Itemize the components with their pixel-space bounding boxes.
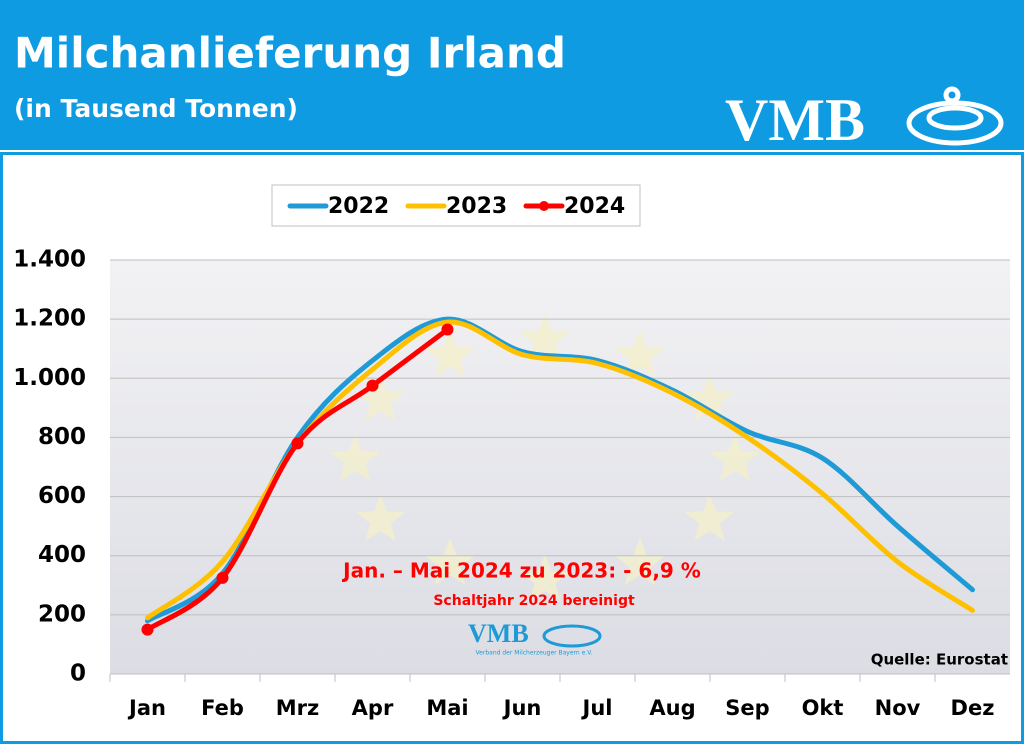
annotation: Jan. – Mai 2024 zu 2023: - 6,9 % (341, 559, 701, 583)
eu-stars (330, 314, 760, 601)
star (615, 537, 665, 585)
star (330, 434, 380, 481)
x-tick-label: Apr (352, 696, 394, 720)
star (520, 314, 570, 361)
star (615, 330, 665, 378)
x-tick-label: Jan (127, 696, 166, 720)
point (141, 623, 154, 636)
legend-marker (539, 201, 549, 211)
watermark-mark (542, 624, 602, 648)
x-tick-label: Mai (426, 696, 468, 720)
x-tick-label: Aug (649, 696, 695, 720)
title: Milchanlieferung Irland (14, 29, 566, 78)
x-tick-label: Jun (502, 696, 542, 720)
y-tick-label: 1.400 (13, 247, 86, 273)
point (441, 323, 454, 336)
legend-label: 2024 (564, 194, 625, 219)
star (520, 554, 570, 601)
star (355, 494, 406, 541)
star (355, 374, 406, 421)
watermark-logo: VMB (468, 619, 529, 648)
star (684, 494, 735, 541)
star (684, 374, 735, 421)
y-tick-label: 800 (38, 424, 86, 450)
star (425, 330, 475, 378)
legend-box (271, 184, 641, 227)
watermark-text: Verband der Milcherzeuger Bayern e.V. (476, 650, 593, 657)
point (216, 571, 229, 584)
x-tick-label: Nov (875, 696, 921, 720)
x-tick-label: Jul (581, 696, 613, 720)
legend-label: 2022 (328, 194, 389, 219)
x-tick-label: Mrz (276, 696, 319, 720)
y-tick-label: 400 (38, 542, 86, 568)
plot-area (110, 260, 1010, 674)
source: Quelle: Eurostat (871, 651, 1008, 669)
logo-mark (906, 86, 1004, 146)
star (710, 434, 760, 481)
x-tick-label: Okt (802, 696, 844, 720)
y-tick-label: 1.200 (13, 306, 86, 332)
header-band (0, 0, 1024, 150)
legend-label: 2023 (446, 194, 507, 219)
y-tick-label: 600 (38, 483, 86, 509)
subtitle: (in Tausend Tonnen) (14, 94, 298, 123)
point (366, 379, 379, 392)
annotation: Schaltjahr 2024 bereinigt (433, 593, 635, 609)
x-tick-label: Dez (951, 696, 995, 720)
point (291, 437, 304, 450)
logo: VMB (725, 87, 865, 153)
star (425, 537, 475, 585)
y-tick-label: 1.000 (13, 365, 86, 391)
x-tick-label: Feb (201, 696, 244, 720)
x-tick-label: Sep (725, 696, 769, 720)
y-tick-label: 200 (38, 601, 86, 627)
y-tick-label: 0 (70, 661, 86, 687)
